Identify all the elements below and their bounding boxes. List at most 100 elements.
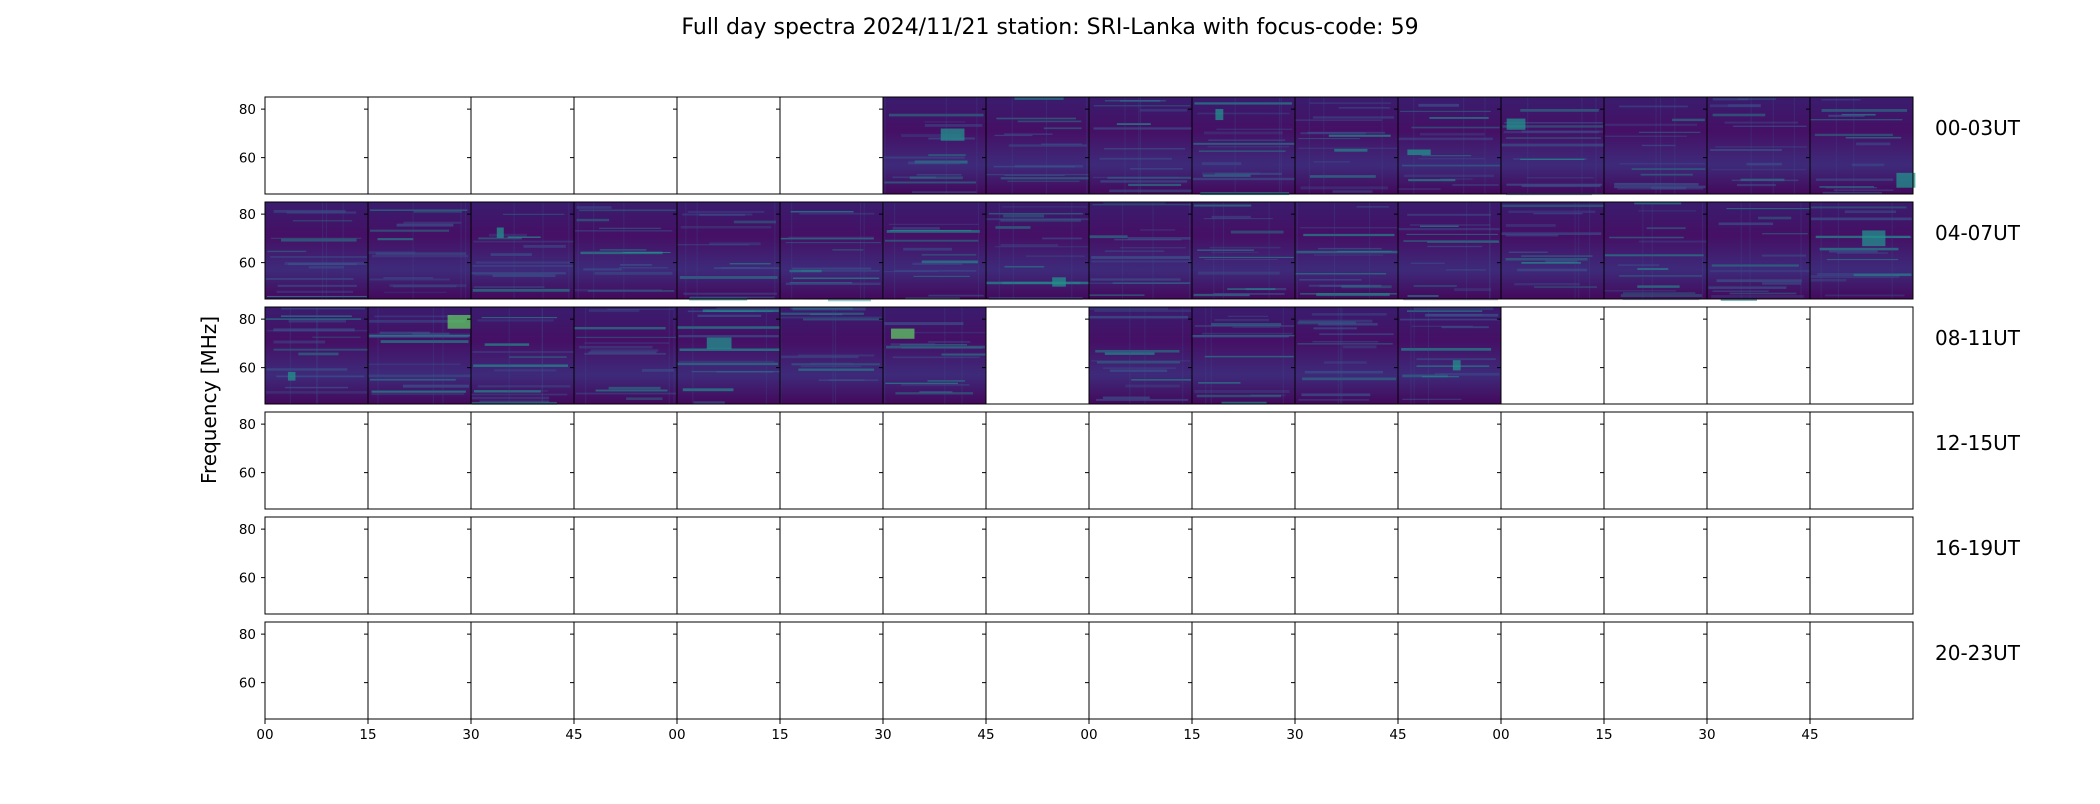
spectrum-stripe [1092,204,1191,206]
spectrum-stripe [403,221,462,224]
spectrum-stripe [1109,369,1168,372]
spectrum-streak [1837,202,1839,299]
spectrum-fill [780,307,883,404]
spectrum-stripe [266,391,368,394]
spectrum-streak [1413,97,1415,194]
spectrum-stripe [1421,155,1472,157]
spectrum-stripe [677,244,750,246]
spectrum-stripe [901,347,982,349]
spectrum-stripe [1520,108,1599,112]
spectrum-stripe [1410,262,1445,264]
spectrum-stripe [607,308,674,310]
spectrum-streak [568,202,570,299]
spectrum-streak [1124,97,1126,194]
spectrum-streak [317,307,319,404]
spectrum-stripe [886,345,985,349]
spectrum-stripe [1298,138,1360,140]
spectrum-stripe [1216,128,1293,130]
spectrum-stripe [312,336,361,338]
panel-border [1397,516,1502,615]
spectrum-streak [1835,97,1837,194]
spectrum-stripe [1398,188,1441,191]
spectrum-stripe [1299,279,1362,281]
spectrum-stripe [484,343,530,346]
spectrum-stripe [1204,258,1278,261]
spectrum-stripe [1192,335,1289,338]
spectrum-panel [364,621,472,720]
spectrum-stripe [679,276,778,279]
spectrum-stripe [265,277,354,280]
spectrum-stripe [270,237,362,239]
spectrum-stripe [1041,143,1082,146]
spectrum-stripe [1201,172,1261,175]
spectrum-stripe [471,272,566,275]
spectrum-stripe [1301,393,1371,397]
spectrum-stripe [590,349,659,352]
spectrum-stripe [1314,254,1384,256]
spectrum-stripe [1197,112,1290,115]
spectrum-stripe [924,124,983,127]
x-tick-label: 45 [1801,727,1818,743]
spectrum-stripe [477,385,571,388]
spectrum-stripe [1230,230,1284,234]
spectrum-fill [1501,202,1604,299]
spectrum-stripe [1199,256,1294,258]
spectrum-stripe [1008,144,1087,147]
spectrum-stripe [1300,132,1366,135]
spectrum-stripe [369,278,450,281]
spectrum-stripe [1119,99,1161,102]
spectrum-stripe [1733,125,1807,127]
spectrum-stripe [473,240,574,243]
spectrum-burst [1896,172,1916,188]
panel-border [1809,306,1914,405]
spectrum-stripe [1139,108,1187,112]
spectrum-stripe [1419,225,1459,227]
panel-border [1191,621,1296,720]
spectrum-stripe [1338,107,1390,109]
spectrum-stripe [506,390,549,392]
spectrum-streak [1660,97,1662,194]
spectrum-stripe [273,348,368,351]
panel-border [1088,411,1193,510]
panel-border [1500,411,1605,510]
spectrum-fill [265,202,368,299]
spectrum-panel [1600,516,1708,615]
spectrum-panel [467,201,575,300]
x-tick-label: 00 [668,727,685,743]
spectrum-stripe [1089,294,1145,296]
spectrum-stripe [941,353,986,356]
spectrum-stripe [1517,268,1588,272]
panel-rows: 60 80 00-03UT 60 80 04-07UT 60 80 08-11UT 60 80 12-… [239,96,2021,720]
spectrum-stripe [494,369,557,372]
spectrum-stripe [792,307,866,311]
spectrum-stripe [1332,190,1373,193]
spectrum-stripe [716,370,774,373]
spectrum-streak [1750,97,1752,194]
spectrum-stripe [509,356,567,359]
spectrum-stripe [1811,217,1912,221]
spectrum-stripe [921,253,977,256]
spectrum-stripe [280,315,352,317]
spectrum-stripe [377,238,414,241]
spectrum-stripe [789,282,853,284]
spectrum-streak [541,307,543,404]
y-tick-label: 80 [239,102,256,118]
spectrum-stripe [884,181,977,184]
spectrum-stripe [1829,250,1878,253]
spectrum-stripe [1429,116,1489,119]
spectrum-stripe [372,254,469,258]
spectrum-stripe [1004,265,1045,268]
spectrum-stripe [683,292,777,295]
spectrum-streak [1489,202,1491,299]
spectrum-panel [1085,306,1193,405]
spectrum-stripe [1821,99,1861,101]
panel-border [573,411,678,510]
spectrum-fill [1810,97,1913,194]
spectrum-panel [1703,96,1811,195]
panel-border [367,516,472,615]
spectrum-stripe [994,134,1033,137]
spectrum-stripe [890,343,936,346]
spectrum-stripe [1508,210,1596,214]
spectrum-streak [863,202,865,299]
spectrum-stripe [1427,241,1500,243]
